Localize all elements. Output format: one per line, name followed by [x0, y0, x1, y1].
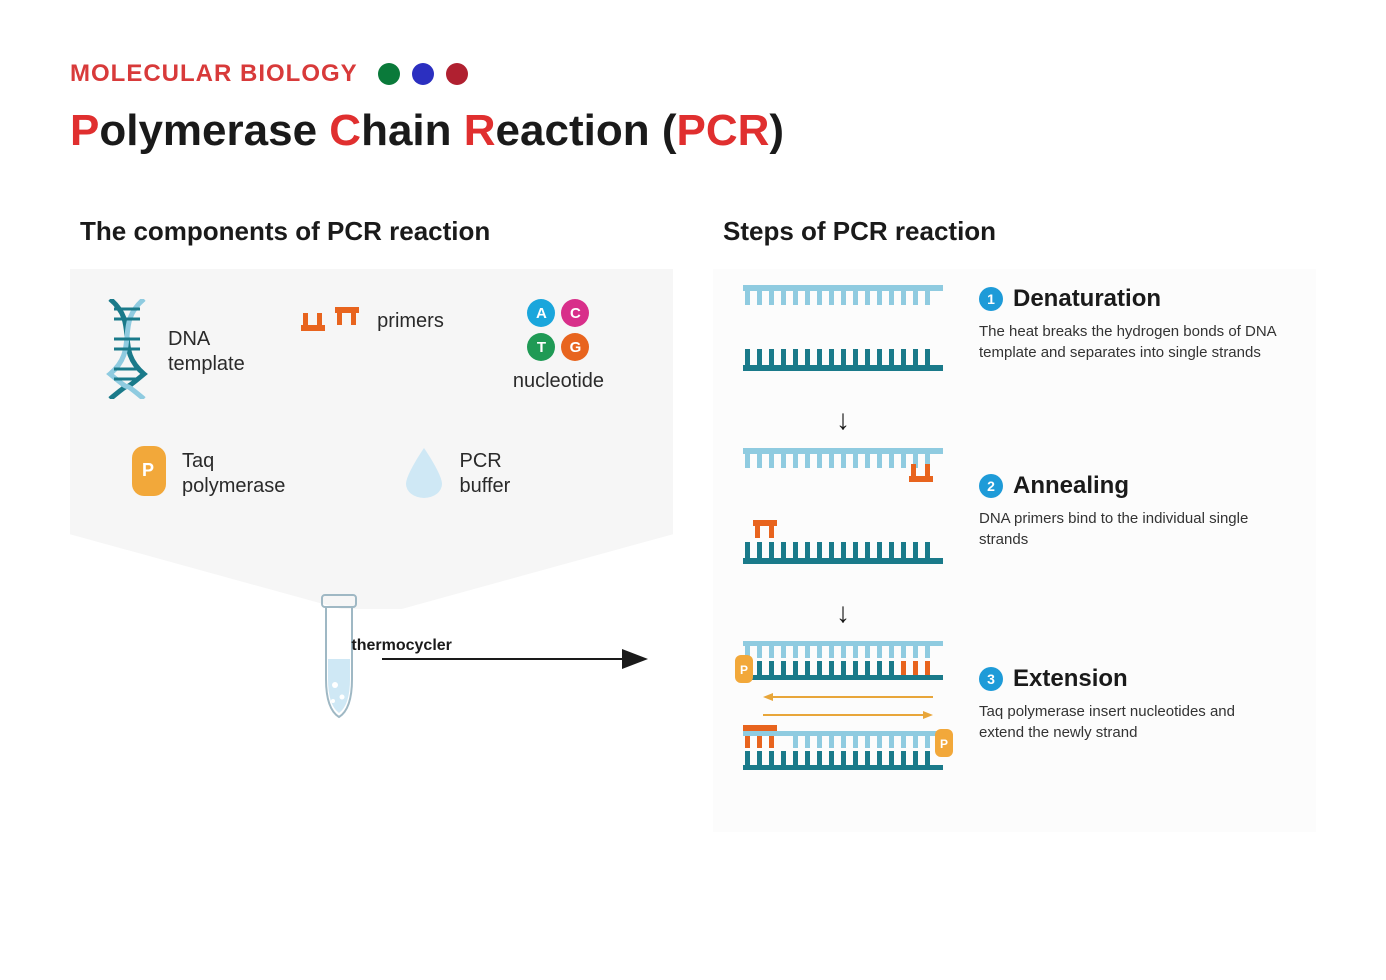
- extension-icon: P P: [733, 635, 953, 795]
- thermocycler-label: thermocycler: [351, 637, 452, 655]
- step-desc-1: The heat breaks the hydrogen bonds of DN…: [979, 321, 1279, 363]
- down-arrow-1: ↓: [733, 406, 953, 434]
- component-nucleotide: ACTG nucleotide: [474, 299, 643, 394]
- extension-visual: P P: [733, 635, 953, 800]
- denaturation-icon: [733, 279, 953, 389]
- component-dna-template: DNA template: [100, 299, 269, 404]
- step-annealing: 2 Annealing DNA primers bind to the indiv…: [733, 442, 1296, 587]
- steps-panel: 1 Denaturation The heat breaks the hydrog…: [713, 269, 1316, 832]
- components-panel: DNA template primers: [70, 269, 673, 609]
- tube-arrow-area: thermocycler: [70, 589, 673, 734]
- component-primers: primers: [299, 299, 444, 344]
- nucleotide-G: G: [561, 333, 589, 361]
- step-title-3: Extension: [1013, 665, 1128, 693]
- category-dot: [412, 63, 434, 85]
- category-label: MOLECULAR BIOLOGY: [70, 60, 358, 88]
- category-dots: [378, 63, 468, 85]
- step-num-3: 3: [979, 667, 1003, 691]
- category-dot: [378, 63, 400, 85]
- taq-label: Taq polymerase: [182, 449, 285, 499]
- component-taq-polymerase: P Taq polymerase: [130, 444, 372, 503]
- nucleotide-A: A: [527, 299, 555, 327]
- dna-template-label: DNA template: [168, 327, 245, 377]
- annealing-icon: [733, 442, 953, 582]
- nucleotide-T: T: [527, 333, 555, 361]
- main-title: Polymerase Chain Reaction (PCR): [70, 106, 1316, 156]
- buffer-label: PCR buffer: [460, 449, 511, 499]
- step-denaturation: 1 Denaturation The heat breaks the hydrog…: [733, 279, 1296, 394]
- step-desc-2: DNA primers bind to the individual singl…: [979, 508, 1279, 550]
- polymerase-icon: P: [130, 444, 168, 503]
- buffer-drop-icon: [402, 444, 446, 503]
- step-extension: P P: [733, 635, 1296, 800]
- svg-text:P: P: [940, 737, 948, 751]
- nucleotide-C: C: [561, 299, 589, 327]
- component-buffer: PCR buffer: [402, 444, 644, 503]
- steps-column: Steps of PCR reaction: [713, 216, 1316, 832]
- category-dot: [446, 63, 468, 85]
- category-row: MOLECULAR BIOLOGY: [70, 60, 1316, 88]
- svg-text:P: P: [142, 460, 154, 480]
- denaturation-visual: [733, 279, 953, 394]
- step-desc-3: Taq polymerase insert nucleotides and ex…: [979, 701, 1279, 743]
- nucleotide-grid-icon: ACTG: [527, 299, 589, 361]
- step-title-2: Annealing: [1013, 472, 1129, 500]
- components-column: The components of PCR reaction: [70, 216, 673, 832]
- primers-icon: [299, 299, 363, 344]
- down-arrow-2: ↓: [733, 599, 953, 627]
- svg-text:P: P: [740, 663, 748, 677]
- step-num-2: 2: [979, 474, 1003, 498]
- components-heading: The components of PCR reaction: [70, 216, 673, 247]
- primers-label: primers: [377, 309, 444, 334]
- steps-heading: Steps of PCR reaction: [713, 216, 1316, 247]
- annealing-visual: [733, 442, 953, 587]
- nucleotide-label: nucleotide: [513, 369, 604, 394]
- tube-thermocycler-icon: [92, 589, 652, 729]
- step-num-1: 1: [979, 287, 1003, 311]
- dna-helix-icon: [100, 299, 154, 404]
- step-title-1: Denaturation: [1013, 285, 1161, 313]
